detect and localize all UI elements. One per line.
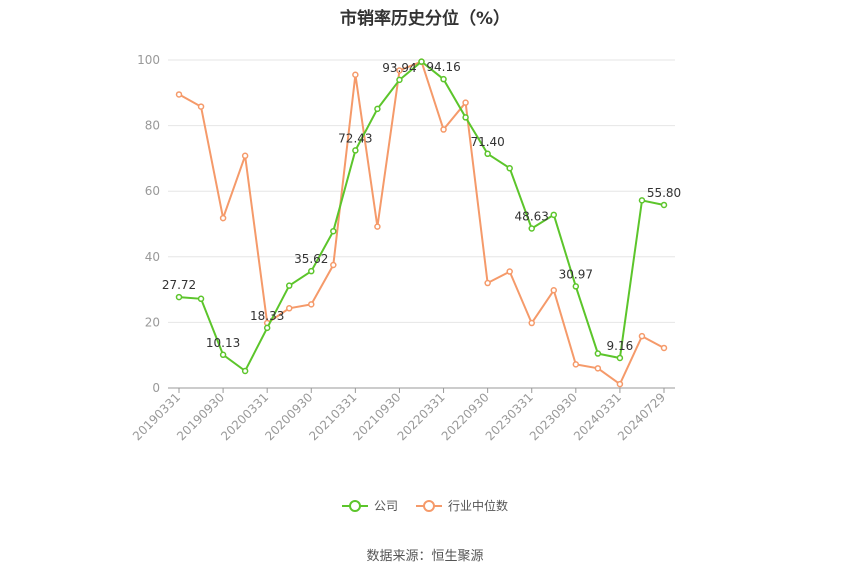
data-point xyxy=(616,380,624,388)
data-point xyxy=(197,295,205,303)
data-point xyxy=(484,150,491,158)
legend-label-company: 公司 xyxy=(373,499,398,513)
legend-item-industry-median[interactable]: 行业中位数 xyxy=(416,497,508,514)
data-point xyxy=(352,71,359,79)
data-point xyxy=(572,361,580,368)
data-point xyxy=(594,365,602,372)
data-point xyxy=(241,367,249,375)
data-point xyxy=(418,58,425,65)
data-point xyxy=(396,67,403,74)
data-label: 10.13 xyxy=(206,336,240,350)
data-point xyxy=(616,354,624,362)
data-point xyxy=(638,332,646,340)
data-point xyxy=(175,91,183,98)
y-tick-label: 100 xyxy=(137,53,160,67)
chart-legend: 公司 行业中位数 xyxy=(0,497,850,514)
data-point xyxy=(528,319,535,327)
data-point xyxy=(484,279,491,287)
data-point xyxy=(374,105,381,113)
data-label: 30.97 xyxy=(559,267,593,281)
data-point xyxy=(396,76,403,84)
data-point xyxy=(308,301,315,308)
data-point xyxy=(219,351,227,359)
data-label: 94.16 xyxy=(426,60,460,74)
data-point xyxy=(506,164,513,172)
data-point xyxy=(175,293,183,301)
data-point xyxy=(550,211,558,219)
data-label: 71.40 xyxy=(470,135,504,149)
data-point xyxy=(219,214,227,222)
chart-title: 市销率历史分位（%） xyxy=(339,9,511,29)
y-tick-label: 60 xyxy=(145,184,160,198)
data-point xyxy=(285,282,293,289)
data-point xyxy=(263,324,271,332)
data-point xyxy=(462,114,469,121)
data-point xyxy=(528,225,535,232)
data-point xyxy=(197,103,205,110)
legend-item-company[interactable]: 公司 xyxy=(341,497,398,514)
data-label: 48.63 xyxy=(515,209,549,223)
data-point xyxy=(440,126,447,133)
data-point xyxy=(308,267,315,275)
legend-label-industry-median: 行业中位数 xyxy=(448,499,509,513)
data-point xyxy=(572,283,580,290)
data-point xyxy=(462,99,469,106)
data-point xyxy=(285,305,293,312)
data-label: 72.43 xyxy=(338,131,372,145)
source-note: 数据来源：恒生聚源 xyxy=(366,549,484,564)
data-point xyxy=(594,350,602,357)
legend-swatch-industry-icon xyxy=(416,499,442,512)
data-point xyxy=(352,147,359,154)
y-tick-label: 40 xyxy=(145,250,160,264)
data-point xyxy=(506,268,513,275)
data-point xyxy=(550,287,558,294)
data-label: 18.33 xyxy=(250,309,284,323)
data-point xyxy=(330,227,337,235)
y-tick-label: 0 xyxy=(152,381,160,395)
data-point xyxy=(330,261,337,269)
x-tick-label: 20240729 xyxy=(615,390,668,443)
data-point xyxy=(660,201,668,209)
data-point xyxy=(660,344,668,352)
data-label: 55.80 xyxy=(647,186,681,200)
series-line-0 xyxy=(178,60,665,373)
y-tick-label: 80 xyxy=(145,119,160,133)
legend-swatch-company-icon xyxy=(341,499,368,512)
data-point xyxy=(440,75,447,83)
data-label: 9.16 xyxy=(607,339,634,353)
y-tick-label: 20 xyxy=(145,315,160,329)
data-label: 35.62 xyxy=(294,252,328,266)
data-label: 27.72 xyxy=(162,278,196,292)
data-point xyxy=(638,197,646,204)
data-point xyxy=(241,152,249,160)
data-label: 93.94 xyxy=(382,61,416,75)
data-point xyxy=(374,223,381,230)
